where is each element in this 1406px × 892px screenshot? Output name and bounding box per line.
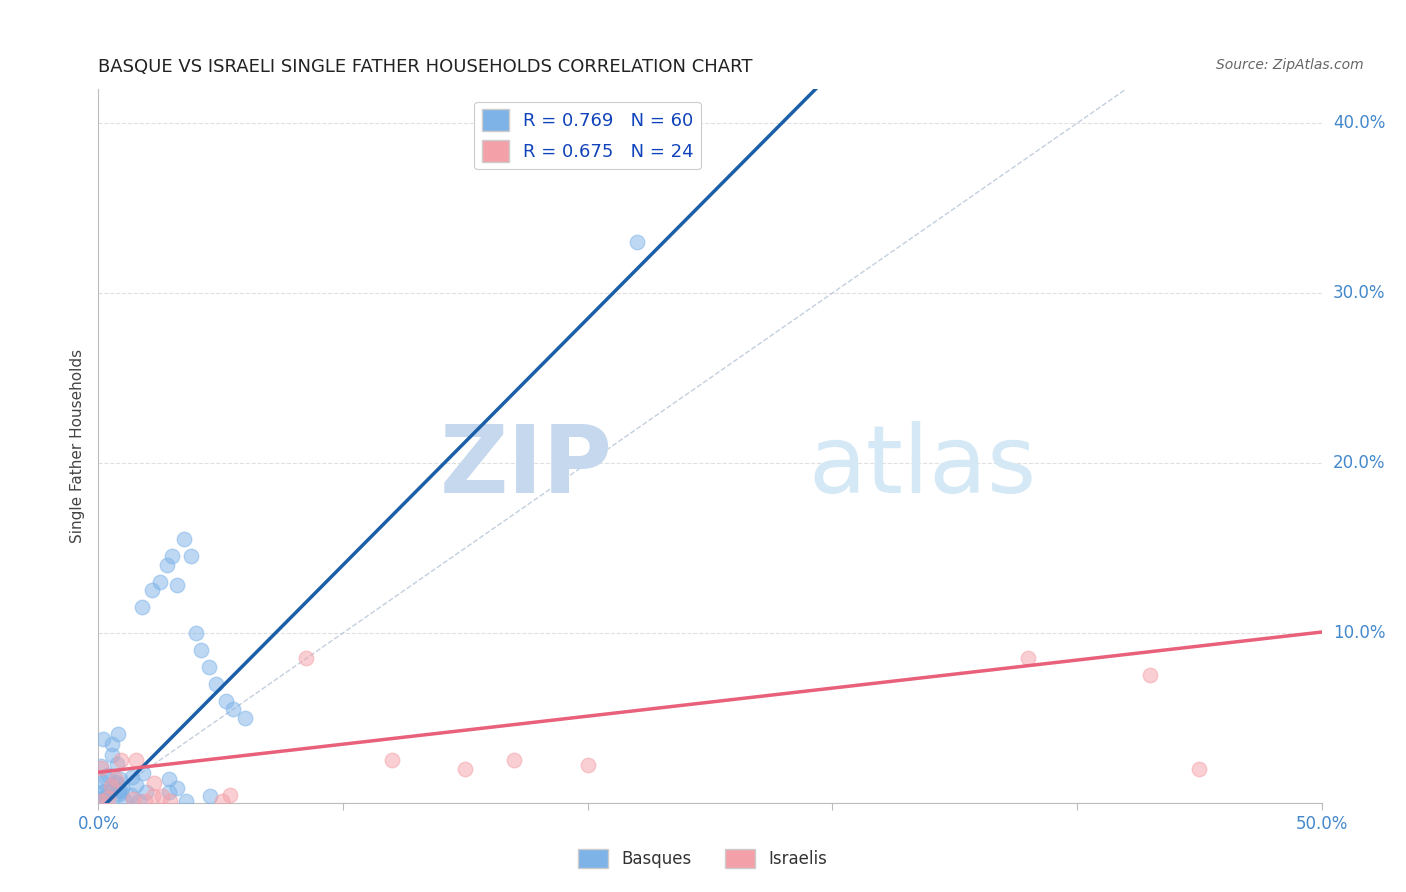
Point — [90, 794, 112, 808]
Point — [160, 549, 183, 564]
Point — [142, 789, 165, 804]
Legend: R = 0.769   N = 60, R = 0.675   N = 24: R = 0.769 N = 60, R = 0.675 N = 24 — [474, 102, 702, 169]
Point — [97, 768, 120, 782]
Point — [1188, 762, 1211, 776]
Point — [122, 791, 145, 805]
Point — [125, 779, 148, 793]
Point — [205, 677, 228, 691]
Point — [100, 779, 122, 793]
Point — [222, 702, 245, 716]
Legend: Basques, Israelis: Basques, Israelis — [572, 842, 834, 875]
Text: BASQUE VS ISRAELI SINGLE FATHER HOUSEHOLDS CORRELATION CHART: BASQUE VS ISRAELI SINGLE FATHER HOUSEHOL… — [98, 58, 754, 76]
Point — [233, 711, 256, 725]
Point — [157, 772, 180, 786]
Point — [94, 790, 117, 805]
Text: atlas: atlas — [808, 421, 1036, 514]
Point — [381, 753, 404, 767]
Point — [94, 784, 117, 798]
Point — [503, 753, 526, 767]
Point — [128, 794, 150, 808]
Point — [176, 794, 198, 808]
Point — [173, 533, 195, 547]
Point — [121, 770, 143, 784]
Point — [132, 766, 155, 780]
Point — [120, 789, 142, 803]
Point — [166, 780, 188, 795]
Point — [454, 762, 477, 776]
Text: 10.0%: 10.0% — [1333, 624, 1385, 642]
Point — [149, 574, 172, 589]
Point — [97, 790, 120, 805]
Point — [576, 758, 599, 772]
Point — [107, 757, 129, 772]
Point — [90, 761, 112, 775]
Point — [142, 776, 165, 790]
Point — [214, 694, 236, 708]
Point — [211, 794, 233, 808]
Point — [135, 785, 157, 799]
Point — [105, 777, 128, 791]
Text: 30.0%: 30.0% — [1333, 284, 1385, 302]
Point — [101, 737, 124, 751]
Point — [104, 772, 127, 787]
Point — [157, 784, 180, 798]
Point — [107, 727, 129, 741]
Point — [90, 774, 112, 789]
Point — [105, 775, 128, 789]
Point — [626, 235, 648, 249]
Point — [114, 794, 136, 808]
Text: 40.0%: 40.0% — [1333, 114, 1385, 132]
Point — [101, 747, 124, 762]
Point — [141, 583, 163, 598]
Point — [295, 651, 318, 665]
Text: Source: ZipAtlas.com: Source: ZipAtlas.com — [1216, 58, 1364, 72]
Point — [166, 578, 188, 592]
Point — [1017, 651, 1039, 665]
Point — [90, 791, 112, 805]
Point — [110, 753, 132, 767]
Point — [219, 789, 242, 803]
Point — [104, 788, 127, 802]
Text: 20.0%: 20.0% — [1333, 454, 1385, 472]
Point — [1139, 668, 1161, 682]
Point — [186, 626, 208, 640]
Y-axis label: Single Father Households: Single Father Households — [70, 349, 86, 543]
Point — [180, 549, 202, 564]
Point — [110, 783, 132, 797]
Point — [108, 787, 131, 801]
Point — [131, 600, 153, 615]
Point — [134, 794, 156, 808]
Point — [90, 785, 112, 799]
Point — [90, 758, 112, 772]
Point — [111, 780, 134, 795]
Point — [125, 753, 148, 767]
Point — [91, 732, 114, 747]
Point — [97, 786, 120, 800]
Point — [94, 771, 117, 785]
Point — [107, 783, 129, 797]
Point — [190, 643, 212, 657]
Point — [108, 772, 131, 787]
Point — [150, 789, 173, 803]
Point — [200, 789, 222, 804]
Text: ZIP: ZIP — [439, 421, 612, 514]
Point — [159, 794, 181, 808]
Point — [197, 660, 219, 674]
Point — [101, 782, 124, 797]
Point — [156, 558, 179, 572]
